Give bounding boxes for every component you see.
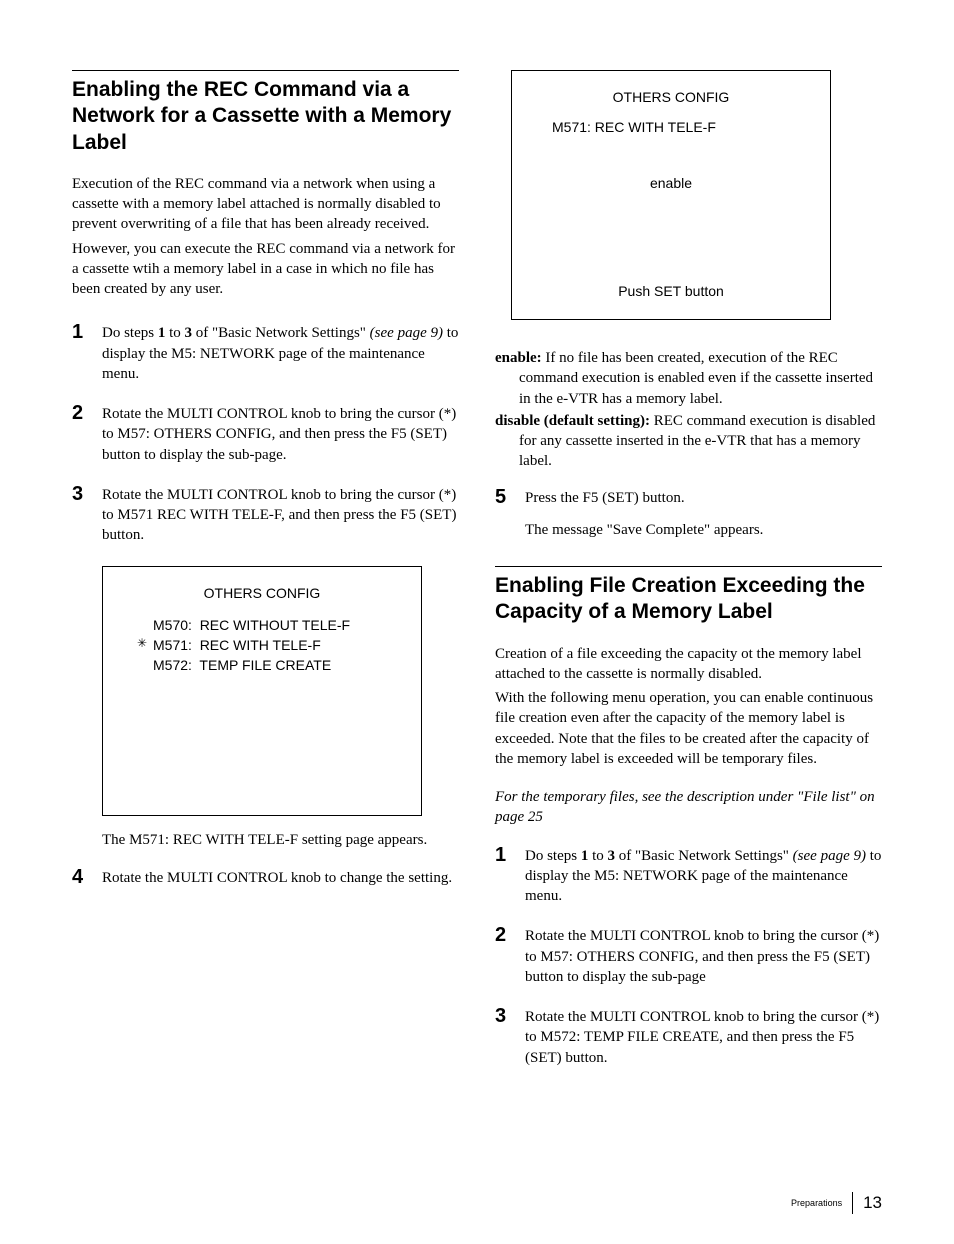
footer-label: Preparations (791, 1198, 842, 1208)
section1-steps: Do steps 1 to 3 of "Basic Network Settin… (72, 323, 459, 545)
footer-divider (852, 1192, 853, 1214)
step-text: Do steps (525, 848, 581, 864)
screen-lines: M570: REC WITHOUT TELE-F M571: REC WITH … (113, 615, 411, 676)
step-sub: The message "Save Complete" appears. (525, 520, 882, 540)
definition-list: enable: If no file has been created, exe… (495, 348, 882, 472)
section2-intro2: With the following menu operation, you c… (495, 688, 882, 769)
step-bold: 3 (608, 848, 616, 864)
step-bold: 3 (185, 325, 193, 341)
step-3: Rotate the MULTI CONTROL knob to bring t… (495, 1007, 882, 1068)
section2-ref: For the temporary files, see the descrip… (495, 787, 882, 828)
section1-heading: Enabling the REC Command via a Network f… (72, 77, 459, 156)
section1-steps-cont: Rotate the MULTI CONTROL knob to change … (72, 868, 459, 888)
def-enable: enable: If no file has been created, exe… (495, 348, 882, 409)
def-term: disable (default setting): (495, 413, 650, 429)
screen-title: OTHERS CONFIG (522, 89, 820, 105)
step-3: Rotate the MULTI CONTROL knob to bring t… (72, 485, 459, 546)
step-1: Do steps 1 to 3 of "Basic Network Settin… (72, 323, 459, 384)
menu-screen-1: OTHERS CONFIG M570: REC WITHOUT TELE-F M… (102, 566, 422, 816)
step-2: Rotate the MULTI CONTROL knob to bring t… (495, 926, 882, 987)
step-text: of "Basic Network Settings" (615, 848, 793, 864)
def-desc: If no file has been created, execution o… (519, 350, 873, 407)
menu-screen-2: OTHERS CONFIG M571: REC WITH TELE-F enab… (511, 70, 831, 320)
screen1-caption: The M571: REC WITH TELE-F setting page a… (102, 830, 459, 850)
left-column: Enabling the REC Command via a Network f… (72, 70, 459, 1088)
section1-intro1: Execution of the REC command via a netwo… (72, 174, 459, 235)
step-text: to (588, 848, 607, 864)
def-term: enable: (495, 350, 542, 366)
right-column: OTHERS CONFIG M571: REC WITH TELE-F enab… (495, 70, 882, 1088)
step-1: Do steps 1 to 3 of "Basic Network Settin… (495, 846, 882, 907)
section-rule (72, 70, 459, 71)
step-2: Rotate the MULTI CONTROL knob to bring t… (72, 404, 459, 465)
screen-line: M570: REC WITHOUT TELE-F (153, 615, 411, 635)
section-rule (495, 566, 882, 567)
section1-intro2: However, you can execute the REC command… (72, 239, 459, 300)
page-footer: Preparations 13 (791, 1192, 882, 1214)
step-text: to (165, 325, 184, 341)
screen-value: enable (522, 175, 820, 191)
step-ref: (see page 9) (793, 848, 866, 864)
page-number: 13 (863, 1193, 882, 1213)
section2-intro1: Creation of a file exceeding the capacit… (495, 644, 882, 685)
step-text: Press the F5 (SET) button. (525, 490, 685, 506)
step-ref: (see page 9) (370, 325, 443, 341)
screen-sub: M571: REC WITH TELE-F (522, 119, 820, 135)
section2-steps: Do steps 1 to 3 of "Basic Network Settin… (495, 846, 882, 1068)
step-4: Rotate the MULTI CONTROL knob to change … (72, 868, 459, 888)
page-columns: Enabling the REC Command via a Network f… (72, 70, 882, 1088)
def-disable: disable (default setting): REC command e… (495, 411, 882, 472)
screen-title: OTHERS CONFIG (113, 585, 411, 601)
step-text: of "Basic Network Settings" (192, 325, 370, 341)
section1-step5: Press the F5 (SET) button. The message "… (495, 488, 882, 541)
screen-line: M572: TEMP FILE CREATE (153, 655, 411, 675)
section2-heading: Enabling File Creation Exceeding the Cap… (495, 573, 882, 626)
screen-line-selected: M571: REC WITH TELE-F (153, 635, 411, 655)
step-text: Do steps (102, 325, 158, 341)
step-5: Press the F5 (SET) button. The message "… (495, 488, 882, 541)
screen-hint: Push SET button (512, 283, 830, 299)
